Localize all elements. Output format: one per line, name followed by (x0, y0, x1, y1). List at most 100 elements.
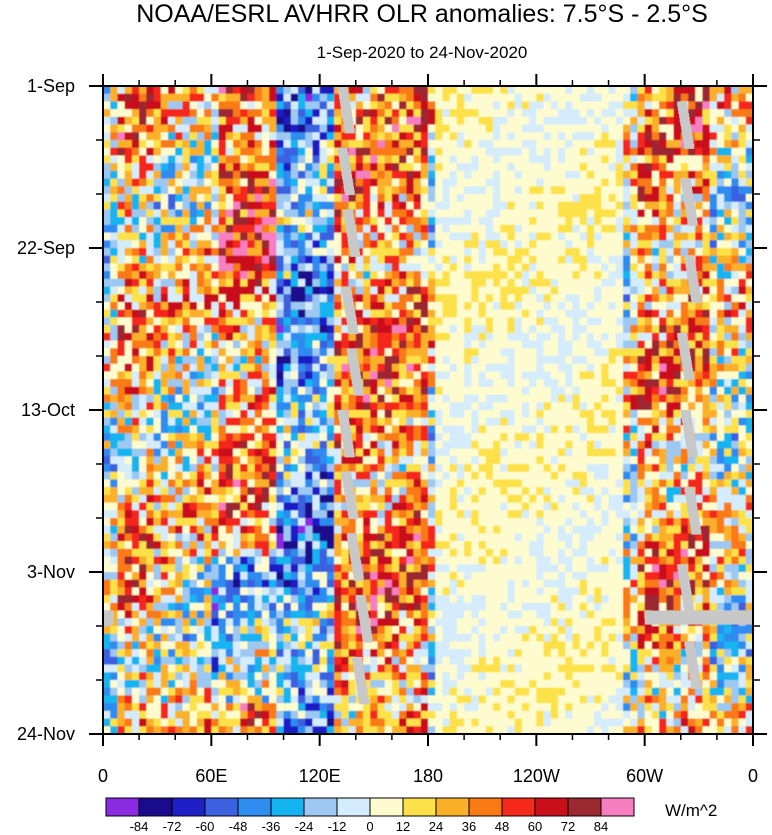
heatmap-cell (168, 332, 176, 342)
heatmap-cell (514, 109, 523, 118)
heatmap-cell (399, 278, 407, 288)
heatmap-cell (189, 101, 198, 110)
heatmap-cell (478, 248, 487, 257)
heatmap-cell (146, 394, 155, 403)
heatmap-cell (478, 240, 487, 249)
heatmap-cell (276, 294, 285, 303)
heatmap-cell (536, 170, 545, 180)
heatmap-cell (651, 371, 660, 380)
heatmap-cell (644, 410, 653, 419)
heatmap-cell (716, 255, 725, 265)
heatmap-cell (391, 448, 400, 457)
heatmap-cell (543, 201, 552, 211)
heatmap-cell (117, 309, 126, 319)
heatmap-cell (630, 471, 639, 481)
heatmap-cell (478, 379, 487, 388)
heatmap-cell (738, 286, 747, 295)
heatmap-cell (399, 271, 407, 280)
heatmap-cell (507, 309, 516, 319)
heatmap-cell (608, 224, 617, 234)
heatmap-cell (579, 263, 588, 272)
heatmap-cell (377, 271, 386, 280)
heatmap-cell (644, 140, 653, 149)
heatmap-cell (485, 278, 494, 288)
heatmap-cell (139, 124, 147, 133)
heatmap-cell (261, 240, 270, 249)
heatmap-cell (709, 248, 718, 257)
heatmap-cell (341, 140, 350, 149)
heatmap-cell (211, 502, 220, 511)
heatmap-cell (175, 348, 184, 357)
heatmap-cell (413, 132, 422, 141)
heatmap-cell (709, 325, 718, 334)
heatmap-cell (745, 471, 753, 481)
heatmap-cell (464, 332, 472, 342)
heatmap-cell (153, 132, 162, 141)
heatmap-cell (471, 487, 480, 496)
heatmap-cell (724, 440, 732, 450)
heatmap-cell (160, 278, 169, 288)
heatmap-cell (543, 248, 552, 257)
heatmap-cell (651, 155, 660, 164)
heatmap-cell (247, 494, 256, 504)
heatmap-cell (659, 494, 667, 504)
heatmap-cell (391, 302, 400, 311)
heatmap-cell (218, 116, 227, 126)
heatmap-cell (139, 394, 147, 403)
heatmap-cell (550, 93, 559, 103)
heatmap-cell (738, 302, 747, 311)
heatmap-cell (659, 394, 667, 403)
heatmap-cell (478, 309, 487, 319)
heatmap-cell (240, 178, 249, 187)
heatmap-cell (449, 394, 458, 403)
heatmap-cell (738, 217, 747, 226)
heatmap-cell (261, 479, 270, 488)
heatmap-cell (312, 479, 321, 488)
heatmap-cell (637, 464, 646, 473)
heatmap-cell (117, 278, 126, 288)
heatmap-cell (702, 263, 711, 272)
heatmap-cell (384, 278, 393, 288)
heatmap-cell (572, 448, 581, 457)
heatmap-cell (298, 325, 306, 334)
heatmap-cell (724, 101, 732, 110)
heatmap-cell (290, 271, 299, 280)
heatmap-cell (240, 286, 249, 295)
heatmap-cell (558, 479, 566, 488)
heatmap-cell (218, 348, 227, 357)
heatmap-cell (131, 170, 140, 180)
heatmap-cell (666, 471, 675, 481)
heatmap-cell (233, 294, 241, 303)
heatmap-cell (211, 178, 220, 187)
heatmap-cell (305, 186, 314, 195)
heatmap-cell (521, 140, 530, 149)
heatmap-cell (702, 278, 711, 288)
heatmap-cell (319, 101, 328, 110)
heatmap-cell (738, 487, 747, 496)
heatmap-cell (276, 448, 285, 457)
heatmap-cell (456, 325, 465, 334)
heatmap-cell (305, 163, 314, 172)
heatmap-cell (334, 186, 342, 195)
heatmap-cell (103, 340, 111, 349)
heatmap-cell (514, 240, 523, 249)
heatmap-cell (637, 294, 646, 303)
heatmap-cell (276, 325, 285, 334)
heatmap-cell (312, 487, 321, 496)
heatmap-cell (196, 178, 205, 187)
heatmap-cell (644, 471, 653, 481)
heatmap-cell (139, 464, 147, 473)
heatmap-cell (428, 186, 436, 195)
heatmap-cell (146, 510, 155, 519)
heatmap-cell (471, 325, 480, 334)
heatmap-cell (738, 116, 747, 126)
heatmap-cell (500, 371, 509, 380)
heatmap-cell (146, 494, 155, 504)
heatmap-cell (521, 155, 530, 164)
heatmap-cell (312, 464, 321, 473)
heatmap-cell (298, 356, 306, 365)
heatmap-cell (312, 140, 321, 149)
heatmap-cell (326, 410, 335, 419)
heatmap-cell (514, 371, 523, 380)
heatmap-cell (428, 302, 436, 311)
